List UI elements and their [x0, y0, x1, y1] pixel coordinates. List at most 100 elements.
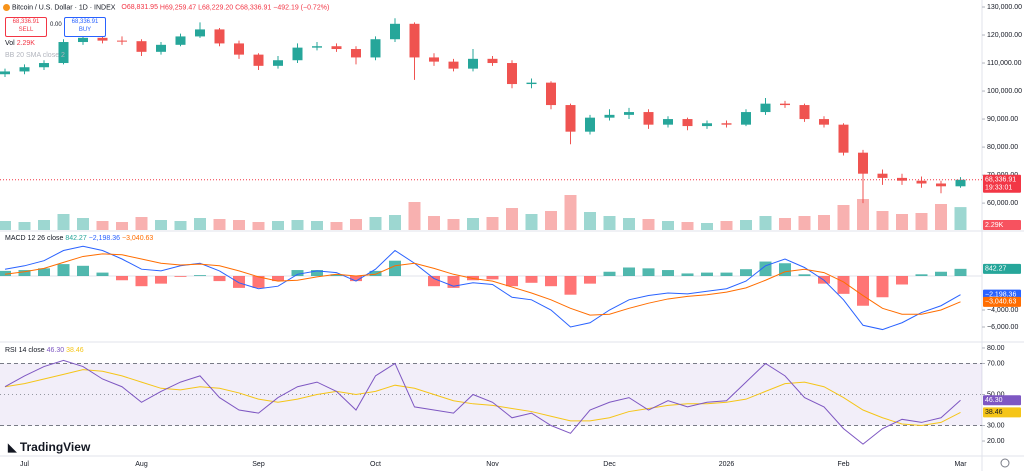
- volume-bar: [155, 220, 167, 230]
- ohlc-low: L68,229.20: [198, 4, 234, 12]
- rsi-title[interactable]: RSI 14 close: [5, 347, 45, 354]
- candle-body: [682, 119, 693, 127]
- macd-signal-value: −3,040.63: [121, 235, 154, 242]
- macd-histogram-bar: [662, 270, 674, 276]
- candle-body: [721, 123, 732, 125]
- macd-value-label-bg: [983, 263, 1021, 274]
- volume-bar: [837, 205, 850, 230]
- volume-bar: [642, 219, 655, 230]
- macd-histogram-bar: [0, 270, 11, 276]
- macd-histogram-bar: [389, 260, 401, 276]
- rsi-value-label-bg: [983, 395, 1021, 406]
- candle-body: [858, 152, 868, 174]
- candle-body: [351, 49, 361, 58]
- sell-price: 68,336.91: [12, 19, 40, 25]
- buy-button[interactable]: 68,336.91 BUY: [64, 17, 106, 37]
- volume-label-bg: [983, 220, 1021, 230]
- volume-bar: [681, 222, 694, 230]
- x-tick-label: Dec: [603, 461, 616, 468]
- rsi-ma-line: [4, 369, 961, 427]
- symbol-icon: [3, 4, 10, 11]
- macd-histogram-bar: [213, 275, 226, 282]
- legend-header: Bitcoin / U.S. Dollar · 1D · INDEX O68,8…: [3, 4, 329, 11]
- macd-histogram-bar: [38, 268, 50, 276]
- candle-body: [448, 61, 459, 69]
- y-tick-label: 70.00: [987, 360, 1005, 367]
- volume-bar: [428, 216, 440, 230]
- rsi-value-label: 46.30: [985, 397, 1003, 404]
- candle-body: [741, 112, 751, 125]
- volume-bar: [408, 202, 421, 230]
- y-tick-label: −4,000.00: [987, 307, 1018, 314]
- rsi-value-label-bg: [983, 407, 1021, 418]
- candle-body: [234, 43, 244, 55]
- rsi-value: 46.30: [46, 347, 65, 354]
- rsi-value-label: 38.46: [985, 409, 1003, 416]
- rsi-band: [0, 363, 982, 426]
- y-tick-label: −6,000.00: [987, 324, 1018, 331]
- macd-histogram-bar: [272, 275, 284, 282]
- volume-bar: [798, 216, 811, 230]
- candle-body: [0, 71, 10, 75]
- macd-histogram-bar: [603, 271, 616, 276]
- macd-histogram-bar: [486, 275, 499, 280]
- rsi-ma-value: 38.46: [66, 347, 84, 354]
- volume-bar: [77, 218, 89, 230]
- volume-bar: [857, 199, 869, 230]
- macd-histogram-bar: [935, 271, 947, 276]
- candle-body: [760, 103, 771, 113]
- volume-bar: [662, 221, 674, 230]
- macd-histogram-bar: [428, 275, 440, 287]
- ohlc-close: C68,336.91: [235, 4, 272, 12]
- buy-label: BUY: [78, 27, 92, 33]
- macd-title[interactable]: MACD 12 26 close: [5, 235, 64, 242]
- candle-body: [136, 41, 147, 52]
- candle-body: [955, 179, 966, 187]
- macd-hist-value: 842.27: [65, 235, 87, 242]
- candle-body: [546, 82, 556, 106]
- price-label-bg: [983, 174, 1021, 193]
- macd-histogram-bar: [350, 275, 362, 282]
- volume-bar: [135, 217, 148, 230]
- symbol[interactable]: Bitcoin / U.S. Dollar · 1D · INDEX: [11, 4, 116, 12]
- candle-body: [19, 67, 30, 72]
- candle-body: [936, 183, 946, 187]
- x-tick-label: Mar: [954, 461, 967, 468]
- x-tick-label: Nov: [486, 461, 499, 468]
- candle-body: [604, 114, 615, 118]
- macd-histogram-bar: [798, 274, 811, 276]
- candle-body: [819, 119, 829, 125]
- plot-layer: 60,000.0070,000.0080,000.0090,000.00100,…: [0, 4, 1022, 468]
- candle-body: [507, 63, 517, 85]
- volume-bar: [896, 214, 908, 230]
- spread: 0.00: [50, 22, 62, 28]
- volume-bar: [701, 223, 713, 230]
- macd-histogram-bar: [876, 275, 889, 298]
- y-tick-label: 30.00: [987, 422, 1005, 429]
- macd-histogram-bar: [642, 268, 655, 276]
- x-tick-label: Feb: [837, 461, 849, 468]
- candle-body: [487, 58, 498, 64]
- brand-logo[interactable]: ◣ TradingView: [8, 440, 90, 454]
- volume-bar: [291, 220, 304, 230]
- macd-histogram-bar: [18, 270, 31, 276]
- macd-value-label-bg: [983, 296, 1021, 307]
- price-label: 68,336.91: [985, 177, 1016, 184]
- volume-bar: [330, 222, 343, 230]
- candle-body: [156, 44, 166, 52]
- candle-body: [624, 112, 634, 115]
- macd-histogram-bar: [915, 274, 928, 276]
- y-tick-label: 80,000.00: [987, 144, 1018, 151]
- sell-button[interactable]: 68,336.91 SELL: [5, 17, 47, 37]
- macd-histogram-bar: [291, 270, 304, 276]
- bb-legend[interactable]: BB 20 SMA close 2: [5, 52, 65, 59]
- settings-icon[interactable]: [1000, 458, 1010, 468]
- volume-bar: [720, 221, 733, 230]
- candle-body: [916, 180, 927, 184]
- x-tick-label: Jul: [20, 461, 29, 468]
- candle-body: [409, 23, 420, 58]
- volume-bar: [759, 216, 772, 230]
- macd-histogram-bar: [701, 272, 713, 276]
- macd-histogram-bar: [623, 267, 635, 276]
